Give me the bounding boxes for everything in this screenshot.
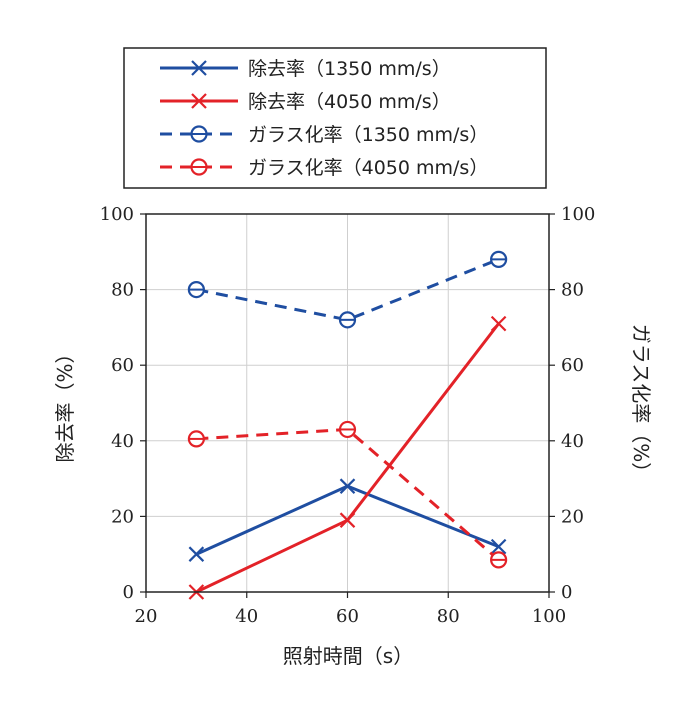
y-tick-label-left: 60 bbox=[111, 355, 134, 376]
data-point-series-3 bbox=[338, 311, 357, 329]
legend-label-2: 除去率（4050 mm/s） bbox=[248, 91, 451, 113]
data-point-series-1 bbox=[490, 538, 507, 555]
data-point-series-1 bbox=[339, 478, 356, 494]
grid bbox=[146, 214, 549, 592]
x-tick-label: 80 bbox=[437, 606, 460, 627]
y-tick-label-left: 80 bbox=[111, 280, 134, 301]
y-tick-label-right: 80 bbox=[561, 280, 584, 301]
x-tick-label: 40 bbox=[235, 606, 258, 627]
x-axis-label: 照射時間（s） bbox=[283, 644, 413, 668]
y-tick-label-right: 40 bbox=[561, 431, 584, 452]
y-axis-label-right: ガラス化率（%） bbox=[629, 324, 653, 483]
data-point-series-1 bbox=[188, 546, 205, 562]
y-tick-label-left: 0 bbox=[123, 582, 134, 603]
data-point-series-2 bbox=[490, 315, 507, 332]
data-point-series-2 bbox=[339, 512, 356, 528]
x-tick-label: 20 bbox=[135, 606, 158, 627]
series-layer bbox=[187, 250, 508, 600]
legend-marker-1 bbox=[191, 60, 207, 76]
y-tick-label-left: 40 bbox=[111, 431, 134, 452]
x-tick-label: 100 bbox=[532, 606, 566, 627]
legend-marker-2 bbox=[191, 93, 207, 109]
data-point-series-4 bbox=[187, 430, 205, 448]
y-tick-label-left: 100 bbox=[100, 204, 134, 225]
data-point-series-4 bbox=[338, 420, 357, 439]
series-line-3 bbox=[196, 257, 500, 322]
y-tick-label-right: 60 bbox=[561, 355, 584, 376]
x-tick-label: 60 bbox=[336, 606, 359, 627]
data-point-series-3 bbox=[187, 281, 205, 299]
y-tick-label-right: 20 bbox=[561, 506, 584, 527]
data-point-series-3 bbox=[490, 250, 508, 268]
legend-label-1: 除去率（1350 mm/s） bbox=[248, 58, 451, 80]
y-tick-label-right: 100 bbox=[561, 204, 595, 225]
legend: 除去率（1350 mm/s） 除去率（4050 mm/s） ガラス化率（1350 m… bbox=[123, 47, 547, 189]
legend-marker-3 bbox=[190, 125, 208, 143]
legend-marker-4 bbox=[190, 158, 208, 176]
legend-label-4: ガラス化率（4050 mm/s） bbox=[248, 157, 488, 179]
data-point-series-4 bbox=[490, 551, 508, 569]
y-tick-label-right: 0 bbox=[561, 582, 572, 603]
y-tick-label-left: 20 bbox=[111, 506, 134, 527]
legend-label-3: ガラス化率（1350 mm/s） bbox=[248, 124, 488, 146]
y-axis-label-left: 除去率（%） bbox=[53, 343, 77, 462]
